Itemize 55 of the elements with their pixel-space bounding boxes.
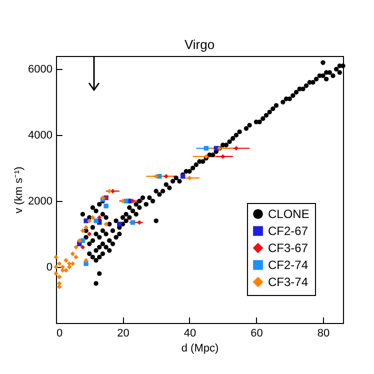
- point: [54, 271, 58, 276]
- legend-label: CF3-74: [268, 275, 308, 289]
- legend-label: CF2-74: [268, 258, 308, 272]
- x-tick-label: 20: [117, 328, 130, 340]
- point: [220, 154, 226, 159]
- y-tick-label: 2000: [28, 196, 52, 208]
- point: [90, 215, 96, 220]
- point: [54, 264, 58, 270]
- point: [74, 254, 78, 260]
- point: [56, 274, 62, 280]
- x-axis-title: d (Mpc): [181, 342, 219, 354]
- y-tick-label: 4000: [28, 130, 52, 142]
- point: [87, 218, 92, 224]
- point: [84, 225, 88, 230]
- point: [157, 174, 162, 179]
- point: [130, 220, 136, 225]
- point: [107, 188, 112, 194]
- point: [64, 268, 68, 273]
- point: [80, 238, 86, 243]
- x-tick-label: 60: [250, 328, 263, 340]
- chart-title: Virgo: [184, 37, 215, 52]
- point: [137, 220, 142, 225]
- y-tick-label: 0: [46, 261, 52, 274]
- point: [104, 222, 108, 226]
- point: [204, 146, 209, 151]
- point: [84, 258, 88, 263]
- point: [87, 232, 92, 236]
- point: [164, 174, 168, 179]
- x-tick-label: 40: [184, 328, 196, 340]
- point: [154, 174, 158, 179]
- point: [187, 176, 192, 180]
- point: [80, 244, 86, 250]
- point: [104, 204, 108, 208]
- point: [120, 198, 126, 204]
- point: [97, 215, 102, 220]
- y-tick-label: 6000: [28, 64, 52, 76]
- point: [70, 251, 76, 256]
- point: [80, 228, 86, 234]
- point: [74, 244, 78, 250]
- point: [117, 222, 122, 226]
- x-tick-label: 0: [56, 328, 63, 340]
- point: [94, 218, 98, 224]
- y-axis-title: v (km s⁻¹): [13, 166, 26, 214]
- point: [64, 258, 68, 263]
- point: [234, 146, 239, 151]
- x-tick-label: 80: [317, 328, 330, 340]
- point: [84, 261, 88, 266]
- legend-label: CF3-67: [268, 241, 308, 255]
- point: [67, 264, 72, 270]
- point: [56, 261, 62, 266]
- legend-label: CLONE: [268, 207, 310, 221]
- point: [54, 254, 58, 260]
- legend-label: CF2-67: [268, 224, 308, 238]
- point: [84, 218, 88, 224]
- point: [77, 238, 82, 243]
